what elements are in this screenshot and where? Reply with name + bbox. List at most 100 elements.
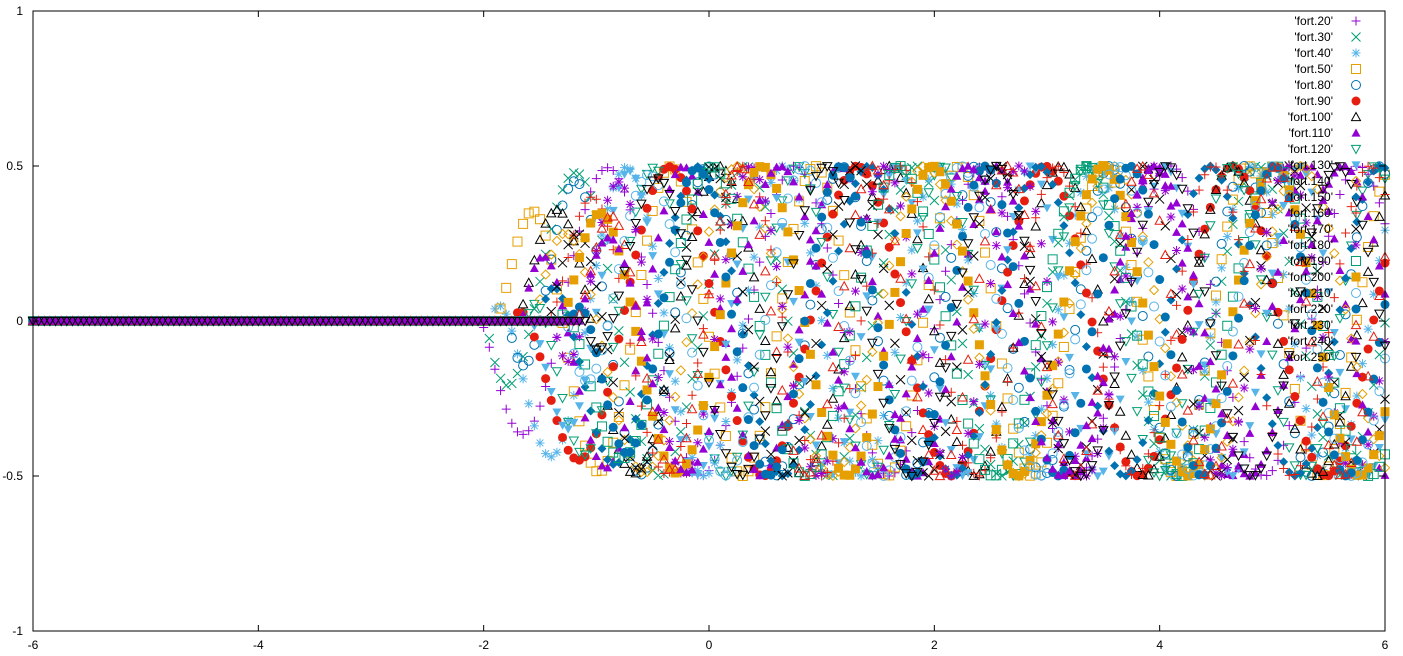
data-point [737,215,749,226]
data-point [1087,317,1097,327]
data-point [642,427,652,437]
data-point [1228,392,1238,402]
data-point [642,395,652,405]
data-point [879,218,889,228]
data-point [574,386,584,395]
data-point [614,169,624,179]
data-point [1138,239,1148,248]
data-point [687,171,697,180]
data-point [681,459,691,469]
data-point [896,448,906,458]
data-point [704,278,714,288]
data-point [1216,238,1227,249]
data-point [980,176,990,185]
data-point [636,192,646,201]
data-point [929,195,940,206]
data-point [495,303,506,314]
data-point [738,383,748,393]
data-point [850,423,861,434]
data-point [1172,470,1182,480]
data-point [900,191,912,202]
data-point [1110,461,1120,471]
data-point [1114,299,1126,309]
data-point [1234,235,1244,245]
data-point [1031,347,1041,357]
data-point [1307,452,1317,462]
data-point [1278,228,1289,239]
data-point [986,399,996,409]
data-point [1110,422,1120,432]
data-point [602,366,613,378]
data-point [1222,386,1232,396]
data-point [603,387,613,397]
data-point [928,325,940,336]
data-point [963,249,973,258]
data-point [1127,296,1136,306]
data-point [1042,167,1052,177]
data-point [1104,446,1114,456]
data-point [1250,336,1260,346]
data-point [879,360,889,370]
data-point [1369,289,1379,299]
data-point [912,184,922,194]
data-point [1205,317,1216,328]
data-point [776,196,788,206]
data-point [1053,305,1063,315]
data-point [1149,362,1159,372]
data-point [850,179,860,189]
data-point [1317,418,1329,429]
data-point [1262,336,1272,345]
data-point [879,351,889,361]
data-point [1110,427,1120,436]
data-point [890,347,900,357]
data-point [1070,202,1080,212]
data-point [1239,266,1249,276]
data-point [1306,470,1317,481]
data-point [1053,161,1063,171]
data-point [591,174,601,184]
data-point [1025,182,1035,192]
data-point [799,413,810,424]
data-point [484,333,495,344]
data-point [1329,450,1339,460]
data-point [963,170,974,181]
data-point [1205,279,1215,289]
data-point [648,448,658,458]
data-point [1210,194,1222,205]
data-point [653,329,663,339]
data-point [997,445,1007,455]
data-point [1279,201,1289,210]
data-point [918,222,928,232]
data-point [1194,321,1204,330]
data-point [743,401,754,412]
data-point [1211,443,1221,453]
data-point [963,255,973,265]
data-point [912,351,922,361]
data-point [693,425,703,435]
data-point [665,343,675,353]
data-point [974,323,984,333]
data-point [715,294,725,304]
data-point [1284,256,1295,267]
data-point [1098,168,1108,178]
data-point [1216,452,1227,463]
data-point [1003,255,1013,265]
data-point [552,447,562,457]
data-point [917,213,929,223]
data-point [620,305,629,315]
data-point [1019,289,1029,299]
data-point [754,330,766,341]
data-point [1340,387,1351,398]
data-point [534,234,546,244]
data-point [597,271,607,280]
data-point [580,376,590,385]
data-point [1363,177,1373,187]
data-point [484,342,494,352]
data-point [963,276,973,286]
data-point [765,366,777,377]
data-point [620,163,629,173]
data-point [1183,235,1193,245]
data-point [777,284,788,295]
data-point [686,231,698,242]
data-point [732,355,742,365]
